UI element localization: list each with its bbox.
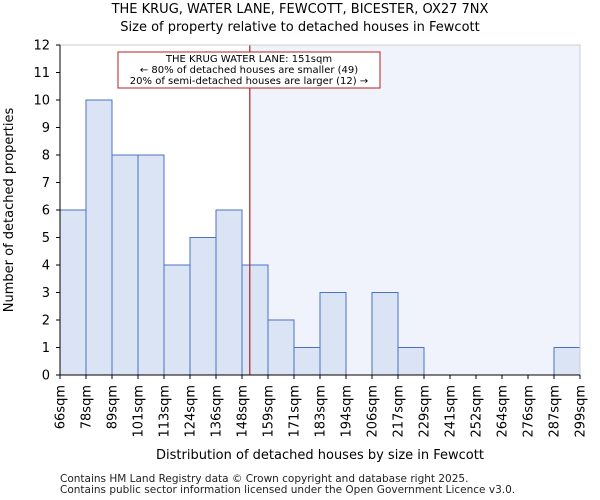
- y-axis-label: Number of detached properties: [2, 108, 17, 313]
- x-tick-label: 171sqm: [288, 385, 303, 438]
- y-tick-label: 1: [42, 341, 50, 356]
- x-axis-label: Distribution of detached houses by size …: [156, 448, 484, 463]
- x-tick-label: 276sqm: [522, 385, 537, 438]
- bar-101sqm: [137, 154, 165, 376]
- bar-148sqm: [241, 264, 269, 376]
- x-tick-label: 287sqm: [548, 385, 563, 438]
- x-tick-label: 124sqm: [184, 385, 199, 438]
- y-tick-label: 5: [42, 231, 50, 246]
- x-tick-label: 136sqm: [210, 385, 225, 438]
- x-tick-label: 206sqm: [366, 385, 381, 438]
- annotation-line-2: ← 80% of detached houses are smaller (49…: [140, 65, 358, 76]
- y-tick-label: 4: [42, 259, 50, 274]
- y-tick-label: 0: [42, 369, 50, 384]
- x-tick-label: 241sqm: [444, 385, 459, 438]
- bar-159sqm: [267, 319, 295, 376]
- x-tick-label: 101sqm: [132, 385, 147, 438]
- bar-89sqm: [111, 154, 139, 376]
- y-tick-label: 11: [33, 66, 50, 81]
- x-tick-label: 229sqm: [418, 385, 433, 438]
- larger-region-highlight: [249, 45, 581, 375]
- x-tick-label: 183sqm: [314, 385, 329, 438]
- bar-136sqm: [215, 209, 243, 376]
- bar-66sqm: [59, 209, 87, 376]
- bar-78sqm: [85, 99, 113, 376]
- x-tick-label: 159sqm: [262, 385, 277, 438]
- x-tick-label: 299sqm: [574, 385, 589, 438]
- y-tick-label: 2: [42, 314, 50, 329]
- bar-183sqm: [319, 292, 347, 376]
- x-tick-label: 148sqm: [236, 385, 251, 438]
- y-tick-label: 12: [33, 39, 50, 54]
- annotation-line-1: THE KRUG WATER LANE: 151sqm: [165, 54, 332, 65]
- footer-line-1: Contains HM Land Registry data © Crown c…: [60, 473, 469, 485]
- x-tick-label: 113sqm: [158, 385, 173, 438]
- y-tick-label: 8: [42, 149, 50, 164]
- y-tick-label: 3: [42, 286, 50, 301]
- y-tick-label: 6: [42, 204, 50, 219]
- x-tick-label: 194sqm: [340, 385, 355, 438]
- bar-113sqm: [163, 264, 191, 376]
- annotation-box: THE KRUG WATER LANE: 151sqm ← 80% of det…: [117, 51, 381, 89]
- bar-206sqm: [371, 292, 399, 376]
- bar-287sqm: [553, 347, 581, 376]
- x-tick-label: 78sqm: [80, 385, 95, 429]
- x-tick-label: 66sqm: [54, 385, 69, 429]
- x-tick-label: 264sqm: [496, 385, 511, 438]
- bar-217sqm: [397, 347, 425, 376]
- x-tick-label: 252sqm: [470, 385, 485, 438]
- y-tick-label: 9: [42, 121, 50, 136]
- footer-line-2: Contains public sector information licen…: [60, 484, 516, 496]
- annotation-line-3: 20% of semi-detached houses are larger (…: [130, 76, 368, 87]
- y-tick-label: 7: [42, 176, 50, 191]
- x-tick-label: 89sqm: [106, 385, 121, 429]
- bar-124sqm: [189, 237, 217, 376]
- y-tick-label: 10: [33, 94, 50, 109]
- chart-subtitle: Size of property relative to detached ho…: [120, 20, 480, 35]
- bar-171sqm: [293, 347, 321, 376]
- chart-title: THE KRUG, WATER LANE, FEWCOTT, BICESTER,…: [111, 2, 489, 17]
- x-tick-label: 217sqm: [392, 385, 407, 438]
